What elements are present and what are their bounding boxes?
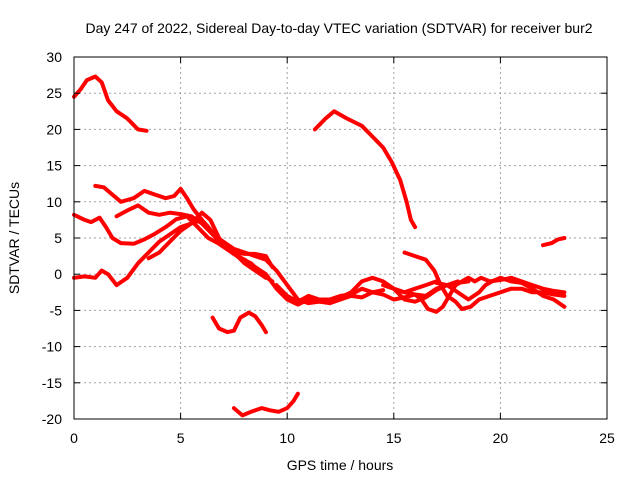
chart-title: Day 247 of 2022, Sidereal Day-to-day VTE… [85,20,592,36]
series-line-arc-1 [72,74,149,133]
ticks [73,56,608,420]
y-tick-label: -20 [42,411,62,427]
series-line-arc-15 [541,236,567,248]
series-line-arc-12 [434,275,567,309]
x-tick-label: 10 [279,430,295,446]
series-line-arc-7 [312,109,418,230]
y-tick-label: 0 [54,266,62,282]
x-tick-label: 15 [386,430,402,446]
y-tick-label: -5 [50,302,63,318]
y-tick-label: 15 [46,158,62,174]
series-line-arc-6 [146,210,275,269]
x-axis-label: GPS time / hours [287,457,394,473]
series-group [72,74,567,418]
x-tick-label: 25 [599,430,615,446]
y-tick-label: 20 [46,121,62,137]
series-line-arc-8 [274,275,439,304]
series-line-arc-13 [210,310,268,335]
y-tick-label: -10 [42,339,62,355]
y-tick-label: 5 [54,230,62,246]
y-tick-label: 10 [46,194,62,210]
x-tick-label: 20 [493,430,509,446]
y-tick-label: 30 [46,49,62,65]
x-tick-label: 5 [177,430,185,446]
grid [74,57,607,419]
y-axis-label: SDTVAR / TECUs [6,182,22,294]
x-tick-label: 0 [70,430,78,446]
series-line-arc-11 [402,275,567,314]
y-tick-label: -15 [42,375,62,391]
tick-labels: 0 5 10 15 20 25 30 25 20 15 10 5 0 -5 -10 -15 -20 [42,49,615,446]
series-line-arc-14 [231,391,300,418]
y-tick-label: 25 [46,85,62,101]
